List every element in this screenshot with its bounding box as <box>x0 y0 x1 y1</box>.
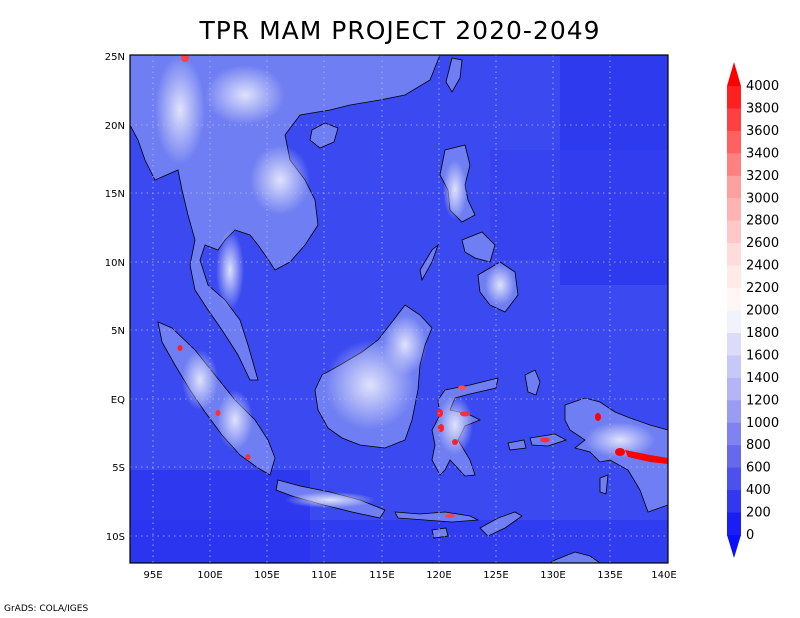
colorbar-label: 800 <box>746 438 771 453</box>
map-field <box>130 55 668 563</box>
lon-tick-label: 135E <box>597 570 622 581</box>
graticule <box>130 55 668 563</box>
lon-axis: 95E 100E 105E 110E 115E 120E 125E 130E 1… <box>143 570 676 581</box>
lon-tick-label: 115E <box>369 570 394 581</box>
landmass-indochina <box>130 55 441 381</box>
colorbar-label: 3000 <box>746 191 779 206</box>
colorbar-arrow-bottom <box>727 535 741 558</box>
landmass-lesser-sunda <box>394 511 480 523</box>
colorbar-segment <box>727 512 741 536</box>
map-title: TPR MAM PROJECT 2020-2049 <box>199 16 601 45</box>
lat-tick-label: 5N <box>111 326 125 337</box>
lon-tick-label: 100E <box>197 570 222 581</box>
colorbar-label: 3400 <box>746 146 779 161</box>
lon-tick-label: 95E <box>143 570 162 581</box>
colorbar-label: 2000 <box>746 304 779 319</box>
lat-tick-label: 15N <box>105 189 125 200</box>
colorbar-label: 1400 <box>746 371 779 386</box>
colorbar-segment <box>727 422 741 446</box>
colorbar-segment <box>727 288 741 311</box>
lat-tick-label: 10N <box>105 258 125 269</box>
colorbar: 4000380036003400320030002800260024002200… <box>727 62 779 558</box>
colorbar-label: 1800 <box>746 326 779 341</box>
lon-tick-label: 120E <box>426 570 451 581</box>
landmass-hainan <box>309 122 339 149</box>
colorbar-label: 3800 <box>746 101 779 116</box>
colorbar-label: 0 <box>746 528 754 543</box>
colorbar-label: 1600 <box>746 348 779 363</box>
lat-tick-label: 25N <box>105 52 125 63</box>
lat-tick-label: EQ <box>111 395 125 406</box>
colorbar-label: 1000 <box>746 416 779 431</box>
colorbar-segment <box>727 108 741 132</box>
colorbar-label: 1200 <box>746 393 779 408</box>
colorbar-label: 600 <box>746 461 771 476</box>
high-precip-spots <box>177 55 668 518</box>
lat-axis: 25N 20N 15N 10N 5N EQ 5S 10S <box>105 52 125 543</box>
colorbar-segment <box>727 490 741 514</box>
colorbar-label: 3600 <box>746 124 779 139</box>
colorbar-segment <box>727 243 741 267</box>
colorbar-label: 400 <box>746 483 771 498</box>
colorbar-segment <box>727 310 741 334</box>
landmass-taiwan <box>445 57 463 93</box>
colorbar-segment <box>727 86 741 109</box>
landmass-visayas <box>461 231 496 263</box>
colorbar-segment <box>727 175 741 199</box>
colorbar-segment <box>727 153 741 177</box>
colorbar-segment <box>727 467 741 491</box>
lat-tick-label: 5S <box>112 463 125 474</box>
colorbar-segment <box>727 445 741 469</box>
lon-tick-label: 140E <box>651 570 676 581</box>
colorbar-segment <box>727 220 741 244</box>
lon-tick-label: 125E <box>483 570 508 581</box>
colorbar-label: 4000 <box>746 79 779 94</box>
colorbar-segment <box>727 130 741 154</box>
colorbar-label: 2400 <box>746 259 779 274</box>
colorbar-segment <box>727 265 741 289</box>
colorbar-segment <box>727 400 741 424</box>
lon-tick-label: 110E <box>311 570 336 581</box>
colorbar-label: 3200 <box>746 169 779 184</box>
credit-text: GrADS: COLA/IGES <box>4 604 89 614</box>
colorbar-segment <box>727 377 741 401</box>
colorbar-label: 2200 <box>746 281 779 296</box>
lat-tick-label: 20N <box>105 121 125 132</box>
lon-tick-label: 105E <box>254 570 279 581</box>
plot-frame <box>129 54 669 564</box>
colorbar-label: 2800 <box>746 214 779 229</box>
colorbar-arrow-top <box>727 62 741 86</box>
colorbar-segment <box>727 332 741 356</box>
lon-tick-label: 130E <box>540 570 565 581</box>
lat-tick-label: 10S <box>106 532 125 543</box>
colorbar-label: 2600 <box>746 236 779 251</box>
colorbar-label: 200 <box>746 506 771 521</box>
colorbar-segment <box>727 198 741 222</box>
colorbar-segment <box>727 355 741 379</box>
